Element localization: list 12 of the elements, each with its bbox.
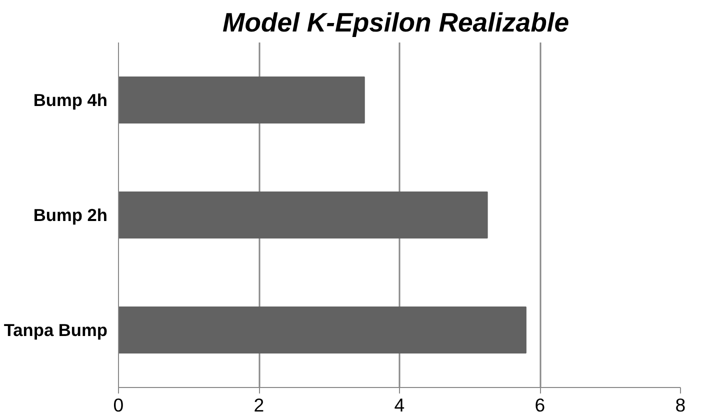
bar	[118, 76, 365, 124]
bar	[118, 306, 526, 354]
y-tick-label: Bump 2h	[33, 205, 108, 225]
x-tick-label: 8	[675, 394, 686, 416]
x-tick-label: 0	[113, 394, 124, 416]
y-tick-label: Tanpa Bump	[4, 320, 108, 340]
x-tick-label: 2	[254, 394, 264, 416]
x-tick-label: 4	[394, 394, 405, 416]
bar	[118, 192, 488, 238]
y-tick-label: Bump 4h	[33, 90, 108, 110]
x-tick-label: 6	[534, 394, 546, 416]
chart-title: Model K-Epsilon Realizable	[222, 8, 570, 38]
